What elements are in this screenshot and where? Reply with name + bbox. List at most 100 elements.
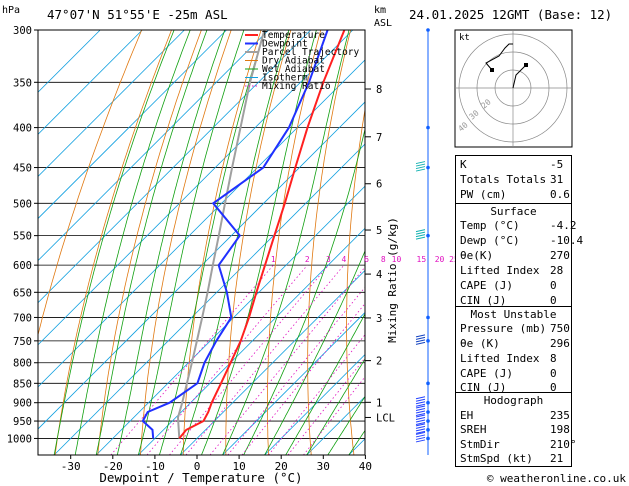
surface-label: Temp (°C) xyxy=(460,219,520,232)
mixing-ratio-axis-title: Mixing Ratio (g/kg) xyxy=(386,217,399,343)
mixing-ratio-line xyxy=(110,264,274,455)
wind-level-dot xyxy=(426,339,430,343)
wind-barb-icon xyxy=(415,425,426,429)
dry-adiabat xyxy=(346,107,365,455)
isotherm xyxy=(38,30,354,346)
wind-barb-icon xyxy=(415,168,426,172)
wind-level-dot xyxy=(426,436,430,441)
hodo-label: StmDir xyxy=(460,438,500,451)
wind-barb-icon xyxy=(415,229,426,233)
legend-label: Temperature xyxy=(262,30,325,41)
wind-barb-icon xyxy=(415,428,426,432)
surface-row: Lifted Index 28 xyxy=(456,263,571,278)
legend-label: Dry Adiabat xyxy=(262,56,325,67)
surface-value: -4.2 xyxy=(550,219,577,232)
mu-row: θe (K) 296 xyxy=(456,336,571,351)
hodograph: kt 20 30 40 xyxy=(454,29,573,148)
wind-level-dot xyxy=(426,165,430,170)
dry-adiabat xyxy=(307,30,351,455)
dry-adiabat xyxy=(588,30,629,455)
hodo-row: StmDir 210° xyxy=(456,437,577,452)
mixing-ratio-line xyxy=(303,376,365,455)
pressure-tick-label: 950 xyxy=(13,416,32,428)
wind-barb-icon xyxy=(415,422,426,426)
mixing-ratio-label: 2 xyxy=(305,255,310,264)
altitude-tick-label: 4 xyxy=(376,269,382,281)
wind-barb-icon xyxy=(415,401,426,405)
pressure-tick-label: 900 xyxy=(13,398,32,410)
indices-panel: K -5 Totals Totals 31 PW (cm) 0.6 xyxy=(455,155,572,204)
mixing-ratio-label: 15 xyxy=(417,255,427,264)
isotherm xyxy=(38,30,185,177)
mu-label: CIN (J) xyxy=(460,381,507,394)
isotherm xyxy=(38,30,311,304)
mixing-ratio-line xyxy=(209,266,365,455)
temperature-tick-label: 40 xyxy=(359,460,372,473)
index-label: Totals Totals xyxy=(460,173,547,186)
dry-adiabat xyxy=(421,30,440,455)
surface-label: θe(K) xyxy=(460,249,494,262)
wind-barb-icon xyxy=(415,163,426,167)
surface-value: 0 xyxy=(550,279,557,292)
index-label: PW (cm) xyxy=(460,188,507,201)
hodo-value: 210° xyxy=(550,438,577,451)
index-row-pw: PW (cm) 0.6 xyxy=(456,187,571,202)
wind-barb-icon xyxy=(415,417,426,421)
surface-row: θe(K) 270 xyxy=(456,248,571,263)
hodo-row: StmSpd (kt) 21 xyxy=(456,451,571,466)
mu-value: 8 xyxy=(550,352,557,365)
hodograph-trace xyxy=(485,43,513,71)
isotherm xyxy=(38,59,365,388)
hodo-value: 21 xyxy=(550,452,564,465)
surface-value: 28 xyxy=(550,264,564,277)
wind-barb-icon xyxy=(415,413,426,416)
hodo-label: StmSpd (kt) xyxy=(460,452,533,465)
wind-level-dot xyxy=(426,233,430,238)
wind-level-dot xyxy=(426,400,430,405)
hodo-row: EH 235 xyxy=(456,408,571,423)
wind-level-dot xyxy=(426,125,430,130)
temperature-tick-label: 10 xyxy=(232,460,245,473)
surface-label: Dewp (°C) xyxy=(460,234,520,247)
surface-label: CIN (J) xyxy=(460,294,507,307)
isotherm xyxy=(38,30,269,262)
isotherm xyxy=(222,311,365,455)
mixing-ratio-line xyxy=(185,264,345,455)
wind-barb-icon xyxy=(415,434,426,438)
mixing-ratio-line xyxy=(146,264,308,455)
asl-unit-label: ASL xyxy=(374,18,392,29)
storm-motion-point xyxy=(524,63,528,67)
mixing-ratio-labels: 1 2 3 4 6 8 10 15 20 25 xyxy=(271,255,459,264)
mu-row: Lifted Index 8 xyxy=(456,351,571,366)
dewpoint-line xyxy=(141,30,329,439)
pressure-tick-label: 700 xyxy=(13,312,32,324)
datetime-label: 24.01.2025 12GMT (Base: 12) xyxy=(409,7,612,22)
temperature-tick-label: 0 xyxy=(194,460,201,473)
wind-level-dot xyxy=(426,428,430,432)
most-unstable-panel: Most Unstable Pressure (mb) 750 θe (K) 296… xyxy=(455,306,572,394)
credit-label: © weatheronline.co.uk xyxy=(487,472,626,485)
mu-value: 750 xyxy=(550,322,570,335)
temperature-tick-label: 30 xyxy=(317,460,330,473)
altitude-tick-label: 2 xyxy=(376,356,382,368)
wind-level-dot xyxy=(426,315,430,320)
surface-title: Surface xyxy=(490,205,537,218)
isotherm xyxy=(180,269,365,455)
surface-panel: Surface Temp (°C) -4.2 Dewp (°C) -10.4 θe(… xyxy=(455,203,583,307)
dry-adiabat xyxy=(140,30,232,455)
wet-adiabat xyxy=(95,30,208,455)
pressure-axis: 300 350 400 450 500 550 600 650 700 750 800 850 900 9… xyxy=(7,25,38,445)
mu-value: 0 xyxy=(550,381,557,394)
wind-barb-icon xyxy=(415,334,426,338)
surface-value: 0 xyxy=(550,294,557,307)
pressure-tick-label: 550 xyxy=(13,231,32,243)
mixing-ratio-label: 10 xyxy=(392,255,402,264)
pressure-tick-label: 350 xyxy=(13,77,32,89)
wind-barb-icon xyxy=(415,166,426,170)
wind-barb-icon xyxy=(415,419,426,423)
hodograph-unit-label: kt xyxy=(459,33,470,43)
pressure-tick-label: 500 xyxy=(13,198,32,210)
most-unstable-title: Most Unstable xyxy=(470,308,557,321)
surface-value: -10.4 xyxy=(550,234,584,247)
